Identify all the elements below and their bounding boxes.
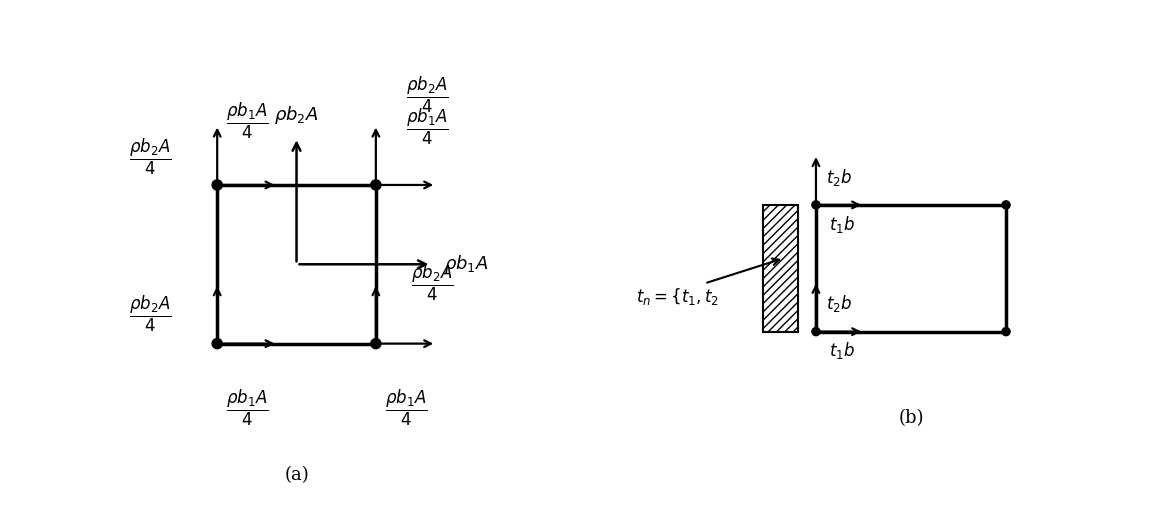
Circle shape <box>212 180 222 190</box>
Text: $\dfrac{\rho b_1 A}{4}$: $\dfrac{\rho b_1 A}{4}$ <box>385 388 427 428</box>
Circle shape <box>1002 201 1010 209</box>
Text: $\rho b_2 A$: $\rho b_2 A$ <box>274 104 318 126</box>
Text: $\dfrac{\rho b_2 A}{4}$: $\dfrac{\rho b_2 A}{4}$ <box>130 294 171 333</box>
Text: $\dfrac{\rho b_1 A}{4}$: $\dfrac{\rho b_1 A}{4}$ <box>226 388 268 428</box>
Text: $\dfrac{\rho b_1 A}{4}$: $\dfrac{\rho b_1 A}{4}$ <box>406 107 449 147</box>
Text: (a): (a) <box>285 467 309 484</box>
Text: $\dfrac{\rho b_2 A}{4}$: $\dfrac{\rho b_2 A}{4}$ <box>411 263 454 304</box>
Circle shape <box>212 339 222 349</box>
Text: $t_1 b$: $t_1 b$ <box>830 214 855 235</box>
Bar <box>762 205 798 331</box>
Circle shape <box>370 180 381 190</box>
Text: $t_2 b$: $t_2 b$ <box>826 293 853 314</box>
Text: $t_2 b$: $t_2 b$ <box>826 167 853 188</box>
Text: $\rho b_1 A$: $\rho b_1 A$ <box>444 254 488 275</box>
Text: $\dfrac{\rho b_1 A}{4}$: $\dfrac{\rho b_1 A}{4}$ <box>226 100 268 140</box>
Text: $\dfrac{\rho b_2 A}{4}$: $\dfrac{\rho b_2 A}{4}$ <box>406 75 449 115</box>
Text: $t_n = \{t_1, t_2$: $t_n = \{t_1, t_2$ <box>636 286 720 307</box>
Text: $t_1 b$: $t_1 b$ <box>830 340 855 361</box>
Circle shape <box>812 201 820 209</box>
Circle shape <box>370 339 381 349</box>
Circle shape <box>812 328 820 336</box>
Text: (b): (b) <box>898 409 923 427</box>
Circle shape <box>1002 328 1010 336</box>
Text: $\dfrac{\rho b_2 A}{4}$: $\dfrac{\rho b_2 A}{4}$ <box>130 136 171 177</box>
